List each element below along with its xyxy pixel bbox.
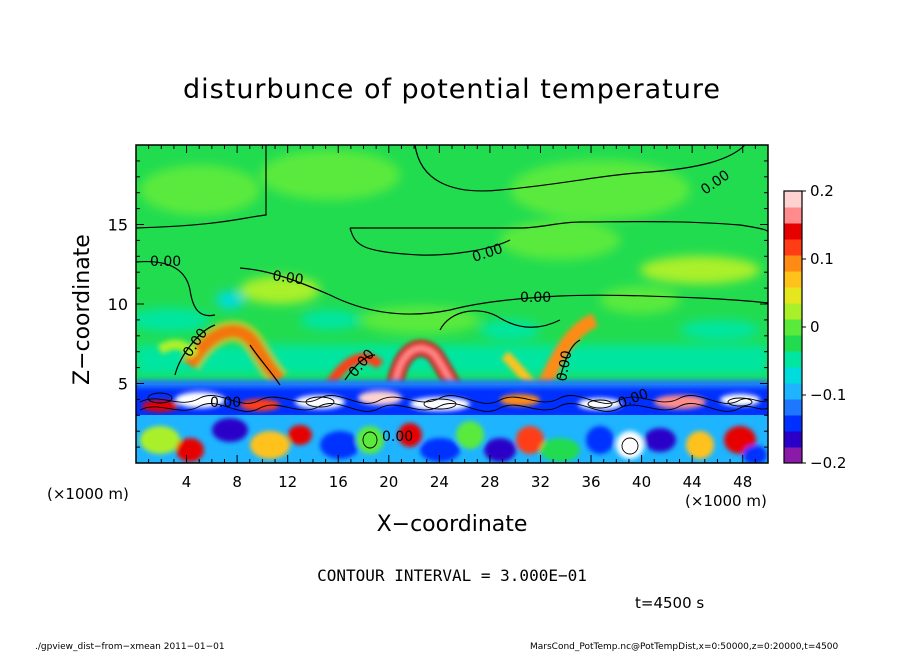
colorbar-tick-label: 0 <box>810 318 820 336</box>
contour-lines <box>136 145 768 386</box>
colorbar-swatch <box>784 255 802 272</box>
y-axis: 5 10 15 <box>108 144 768 464</box>
x-axis: 4 8 12 16 20 24 28 32 36 40 44 48 <box>135 145 769 491</box>
x-tick-label: 8 <box>232 473 242 491</box>
contour-label: 0.00 <box>150 254 181 270</box>
colorbar-swatch <box>784 335 802 352</box>
colorbar-swatch <box>784 351 802 368</box>
x-tick-label: 12 <box>278 473 297 491</box>
colorbar-tick-label: 0.1 <box>810 250 834 268</box>
y-axis-label: Z−coordinate <box>70 234 95 385</box>
x-tick-label: 16 <box>329 473 348 491</box>
contour-label: 0.00 <box>520 290 551 306</box>
x-tick-label: 48 <box>733 473 752 491</box>
contour-label: 0.00 <box>210 395 241 411</box>
colorbar: 0.2 0.1 0 −0.1 −0.2 <box>783 182 846 472</box>
colorbar-swatch <box>784 207 802 224</box>
colorbar-swatch <box>784 287 802 304</box>
x-tick-label: 44 <box>683 473 702 491</box>
x-unit-right: (×1000 m) <box>685 492 767 510</box>
colorbar-swatch <box>784 239 802 256</box>
x-tick-label: 36 <box>581 473 600 491</box>
y-tick-label: 15 <box>108 216 128 235</box>
x-tick-label: 20 <box>379 473 398 491</box>
chart-title: disturbunce of potential temperature <box>183 74 721 105</box>
footer-left: ./gpview_dist−from−xmean 2011−01−01 <box>35 642 225 652</box>
colorbar-swatch <box>784 271 802 288</box>
colorbar-swatch <box>784 399 802 416</box>
colorbar-swatch <box>784 383 802 400</box>
colorbar-swatch <box>784 303 802 320</box>
colorbar-tick-label: −0.2 <box>810 454 846 472</box>
dense-contours <box>139 392 768 455</box>
contour-label: 0.00 <box>554 349 575 382</box>
x-tick-label: 24 <box>430 473 449 491</box>
colorbar-tick-label: −0.1 <box>810 386 846 404</box>
colorbar-swatch <box>784 447 802 464</box>
colorbar-swatch <box>784 431 802 448</box>
colorbar-swatch <box>784 415 802 432</box>
contour-label: 0.00 <box>271 268 304 288</box>
colorbar-swatch <box>784 191 802 208</box>
time-label: t=4500 s <box>635 594 705 612</box>
heatmap-field <box>136 145 768 463</box>
x-tick-label: 28 <box>480 473 499 491</box>
colorbar-tick-label: 0.2 <box>810 182 834 200</box>
x-tick-label: 4 <box>182 473 192 491</box>
colorbar-swatch <box>784 367 802 384</box>
contour-interval-text: CONTOUR INTERVAL = 3.000E−01 <box>317 566 587 585</box>
x-tick-label: 32 <box>531 473 550 491</box>
x-axis-label: X−coordinate <box>376 512 528 537</box>
footer-right: MarsCond_PotTemp.nc@PotTempDist,x=0:5000… <box>530 642 839 652</box>
x-tick-label: 40 <box>632 473 651 491</box>
colorbar-swatch <box>784 223 802 240</box>
colorbar-swatch <box>784 319 802 336</box>
y-tick-label: 10 <box>108 295 128 314</box>
contour-label: 0.00 <box>382 429 413 445</box>
y-tick-label: 5 <box>118 375 128 394</box>
x-unit-left: (×1000 m) <box>47 485 129 503</box>
